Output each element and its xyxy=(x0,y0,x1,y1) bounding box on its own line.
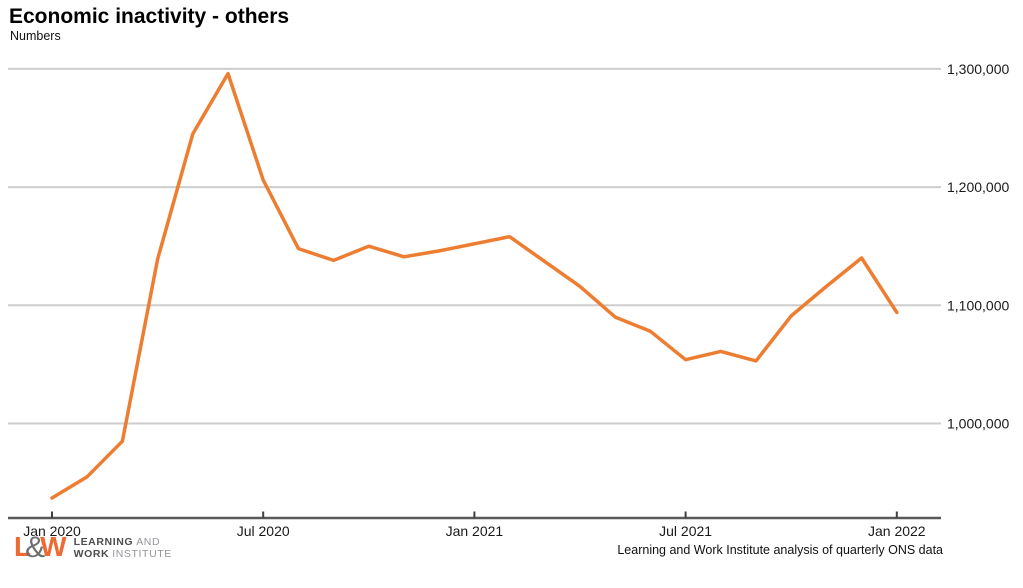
x-axis-label: Jan 2022 xyxy=(868,523,926,539)
y-axis-label: 1,200,000 xyxy=(947,179,1009,195)
x-axis-label: Jul 2020 xyxy=(237,523,290,539)
logo-letter-w: W xyxy=(40,531,66,562)
source-note: Learning and Work Institute analysis of … xyxy=(617,543,943,557)
x-axis-label: Jul 2021 xyxy=(659,523,712,539)
chart-units-label: Numbers xyxy=(10,29,61,43)
logo-letter-l: L xyxy=(14,531,31,562)
logo-ampersand: & xyxy=(25,531,46,564)
logo-text-line2: WORK INSTITUTE xyxy=(73,547,172,561)
data-series-line xyxy=(50,71,899,500)
page-title: Economic inactivity - others xyxy=(9,5,290,28)
x-axis-label: Jan 2020 xyxy=(23,523,81,539)
lw-logo: L & W LEARNING AND WORK INSTITUTE xyxy=(14,530,172,564)
y-axis-label: 1,300,000 xyxy=(947,61,1009,77)
lw-logo-text: LEARNING AND WORK INSTITUTE xyxy=(74,530,172,560)
y-axis-label: 1,100,000 xyxy=(947,297,1009,313)
logo-word-learning: LEARNING xyxy=(73,536,134,548)
x-axis-label: Jan 2021 xyxy=(446,523,504,539)
logo-word-work: WORK xyxy=(73,547,110,560)
lw-logo-mark: L & W xyxy=(14,530,67,564)
y-axis-label: 1,000,000 xyxy=(947,416,1009,432)
logo-word-and: AND xyxy=(136,536,161,548)
logo-word-institute: INSTITUTE xyxy=(112,547,172,560)
logo-text-line1: LEARNING AND xyxy=(73,536,172,549)
